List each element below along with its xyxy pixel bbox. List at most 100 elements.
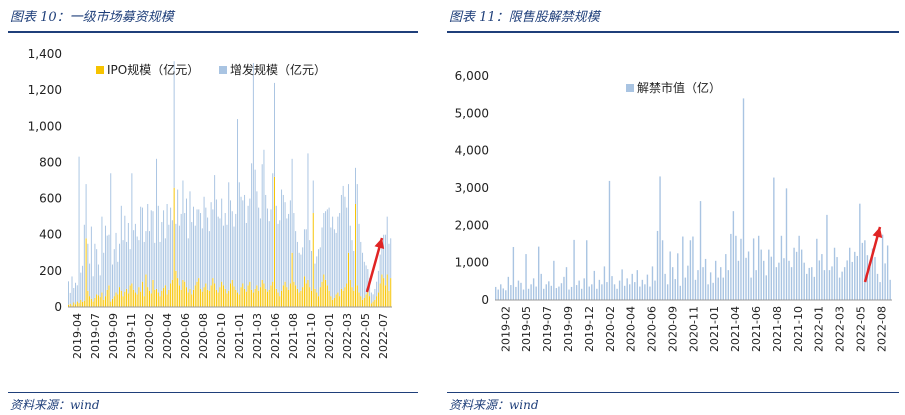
- left-bar-s2: [131, 173, 133, 284]
- left-bar-s1: [141, 281, 143, 307]
- left-bar-s1: [312, 213, 314, 307]
- left-bar-s1: [113, 296, 115, 307]
- right-bar-s1: [631, 273, 633, 300]
- right-bar-s1: [768, 249, 770, 300]
- left-bar-s2: [281, 189, 283, 291]
- right-bar-s1: [634, 282, 636, 300]
- right-bar-s1: [737, 260, 740, 300]
- left-legend-swatch: [219, 66, 227, 74]
- left-bar-s1: [358, 292, 360, 307]
- left-bar-s1: [214, 283, 216, 307]
- left-bar-s1: [325, 279, 327, 307]
- right-bar-s1: [583, 278, 585, 300]
- left-bar-s1: [168, 289, 170, 307]
- left-bar-s2: [358, 223, 360, 293]
- right-ytick-label: 6,000: [455, 69, 489, 83]
- right-bar-s1: [828, 270, 831, 300]
- right-bar-s1: [806, 273, 808, 300]
- right-bar-s1: [522, 289, 525, 300]
- right-bar-s1: [591, 284, 593, 300]
- right-bar-s1: [639, 286, 641, 300]
- left-bar-s1: [307, 279, 309, 307]
- right-bar-s1: [725, 254, 727, 300]
- left-bar-s1: [119, 287, 121, 307]
- right-bar-s1: [656, 230, 659, 300]
- left-bar-s1: [171, 279, 173, 307]
- left-legend-label: IPO规模（亿元）: [107, 62, 199, 77]
- left-legend-label: 增发规模（亿元）: [230, 62, 326, 77]
- left-ytick-label: 800: [39, 155, 62, 169]
- left-bar-s2: [187, 238, 189, 293]
- left-bar-s2: [193, 206, 194, 290]
- right-bar-s1: [601, 284, 603, 300]
- left-bar-s1: [120, 290, 122, 307]
- right-bar-s1: [849, 247, 851, 300]
- left-bar-s2: [289, 200, 291, 284]
- right-bar-s1: [495, 286, 497, 300]
- left-bar-s2: [261, 164, 263, 280]
- left-bar-s2: [240, 196, 242, 288]
- right-bar-s1: [740, 238, 742, 300]
- right-bar-s1: [606, 282, 608, 300]
- left-bar-s2: [207, 217, 209, 290]
- left-bar-s2: [347, 184, 349, 253]
- left-bar-s2: [307, 153, 309, 280]
- left-bar-s1: [379, 283, 381, 307]
- right-bar-s1: [717, 277, 719, 300]
- left-bar-s1: [390, 278, 392, 307]
- left-bar-s2: [82, 265, 84, 302]
- left-bar-s2: [222, 225, 224, 286]
- left-bar-s2: [296, 241, 298, 289]
- left-bar-s1: [194, 285, 196, 307]
- right-trend-arrowhead: [872, 227, 883, 238]
- right-bar-s1: [874, 257, 876, 300]
- left-bar-s2: [78, 156, 80, 304]
- left-bar-s2: [99, 275, 101, 298]
- left-bar-s2: [374, 288, 376, 300]
- left-bar-s2: [219, 218, 221, 288]
- right-bar-s1: [886, 245, 889, 300]
- right-bar-s1: [626, 278, 628, 300]
- left-bar-s2: [122, 240, 124, 297]
- left-bar-s1: [208, 290, 210, 307]
- right-title-rule: [447, 31, 899, 33]
- right-bar-s1: [510, 285, 512, 300]
- right-bar-s1: [788, 260, 790, 300]
- left-bar-s2: [161, 222, 163, 291]
- left-bar-s1: [189, 288, 191, 307]
- left-bar-s2: [303, 229, 305, 277]
- left-bar-s2: [379, 254, 381, 284]
- left-bar-s2: [210, 202, 212, 286]
- left-bar-s2: [226, 224, 228, 294]
- right-xtick-label: 2020-11: [687, 306, 700, 352]
- left-bar-s2: [298, 252, 300, 293]
- left-bar-s1: [335, 294, 337, 307]
- right-bar-s1: [785, 188, 788, 300]
- right-bar-s1: [677, 253, 679, 300]
- right-ytick-label: 1,000: [455, 256, 489, 270]
- left-bar-s1: [99, 297, 101, 307]
- left-bar-s1: [71, 305, 73, 307]
- right-bar-s1: [702, 267, 704, 300]
- right-bar-s1: [818, 260, 821, 300]
- right-bar-s1: [757, 235, 760, 300]
- right-source-rule: [447, 392, 899, 393]
- left-bar-s1: [89, 296, 91, 307]
- left-bar-s2: [149, 231, 150, 291]
- left-bar-s1: [134, 292, 136, 307]
- left-bar-s2: [94, 243, 96, 298]
- left-bar-s1: [191, 294, 193, 307]
- left-bar-s2: [117, 261, 119, 295]
- left-bar-s2: [115, 232, 117, 293]
- left-ytick-label: 400: [39, 228, 62, 242]
- left-bar-s2: [150, 210, 152, 294]
- left-bar-s1: [291, 252, 293, 307]
- left-bar-s1: [122, 296, 124, 307]
- right-bar-s1: [770, 256, 773, 300]
- left-bar-s2: [256, 191, 258, 286]
- right-bar-s1: [793, 247, 795, 300]
- left-bar-s1: [224, 288, 226, 307]
- left-bar-s1: [129, 285, 131, 307]
- left-bar-s1: [251, 289, 253, 307]
